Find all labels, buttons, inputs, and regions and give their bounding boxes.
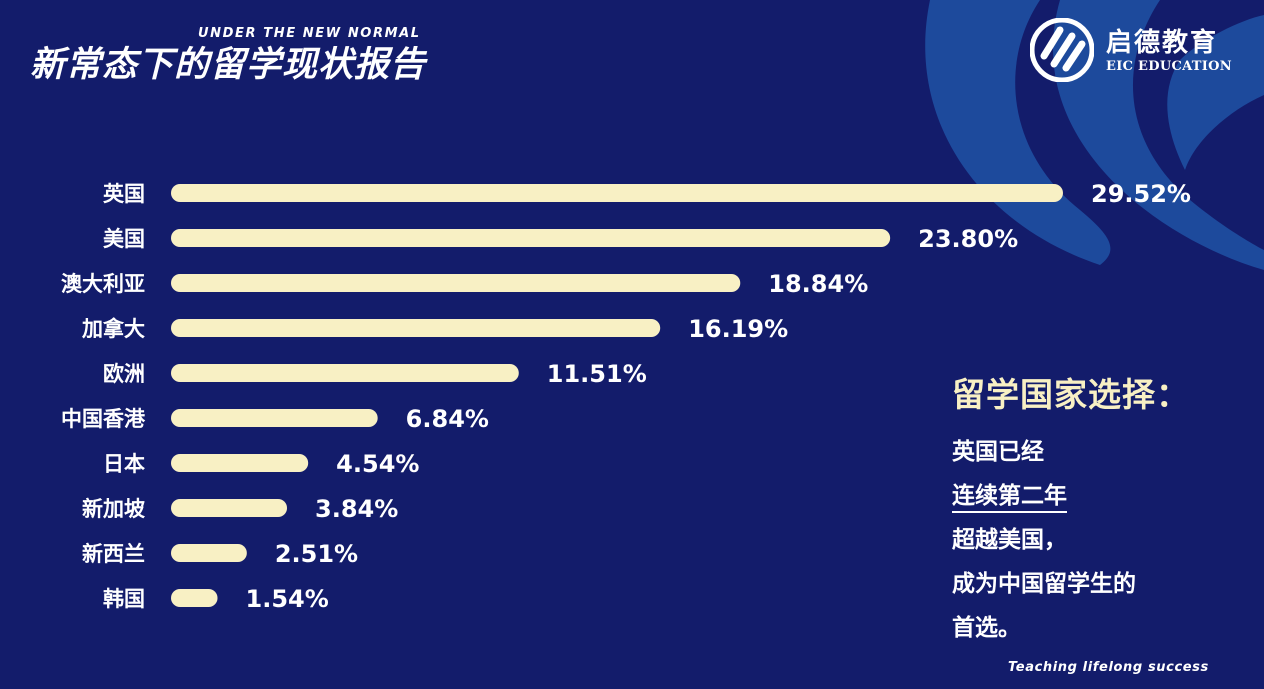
bar	[171, 589, 218, 607]
category-label: 加拿大	[81, 317, 145, 341]
report-subtitle: UNDER THE NEW NORMAL	[198, 26, 421, 41]
logo-name-cn: 启德教育	[1106, 28, 1219, 58]
value-label: 11.51%	[547, 360, 647, 388]
side-note-line-underlined: 连续第二年	[952, 474, 1190, 518]
bar	[171, 499, 288, 517]
bar	[171, 364, 519, 382]
category-label: 澳大利亚	[61, 272, 145, 296]
eic-logo: 启德教育 EIC EDUCATION	[1030, 18, 1240, 82]
bar	[171, 229, 891, 247]
side-note-body: 英国已经 连续第二年 超越美国， 成为中国留学生的 首选。	[952, 430, 1190, 650]
bar	[171, 184, 1063, 202]
side-note-line: 首选。	[952, 615, 1021, 641]
value-label: 1.54%	[246, 585, 329, 613]
value-label: 23.80%	[918, 225, 1018, 253]
report-title-text: 新常态下的留学现状报告	[30, 45, 427, 85]
side-note-line-text: 连续第二年	[952, 483, 1067, 513]
side-note-line: 英国已经	[952, 439, 1044, 465]
category-label: 欧洲	[103, 362, 145, 386]
category-label: 英国	[103, 182, 145, 206]
bar	[171, 409, 378, 427]
value-label: 16.19%	[688, 315, 788, 343]
logo-name-en: EIC EDUCATION	[1106, 59, 1232, 74]
category-label: 韩国	[103, 587, 145, 611]
side-note: 留学国家选择： 英国已经 连续第二年 超越美国， 成为中国留学生的 首选。	[952, 368, 1190, 650]
bar	[171, 319, 661, 337]
side-note-line: 成为中国留学生的	[952, 571, 1136, 597]
value-label: 29.52%	[1091, 180, 1191, 208]
value-label: 2.51%	[275, 540, 358, 568]
bar	[171, 544, 247, 562]
category-label: 新加坡	[82, 497, 145, 521]
category-label: 日本	[103, 452, 145, 476]
category-label: 美国	[103, 227, 145, 251]
eic-logo-icon	[1030, 18, 1094, 82]
category-label: 新西兰	[82, 542, 145, 566]
value-label: 3.84%	[315, 495, 398, 523]
footer-tagline: Teaching lifelong success	[1008, 660, 1209, 675]
category-label: 中国香港	[61, 407, 146, 431]
side-note-title: 留学国家选择：	[952, 375, 1190, 414]
side-note-line: 超越美国，	[952, 527, 1067, 553]
value-label: 18.84%	[768, 270, 868, 298]
bar	[171, 454, 309, 472]
bar	[171, 274, 741, 292]
value-label: 6.84%	[406, 405, 489, 433]
value-label: 4.54%	[336, 450, 419, 478]
